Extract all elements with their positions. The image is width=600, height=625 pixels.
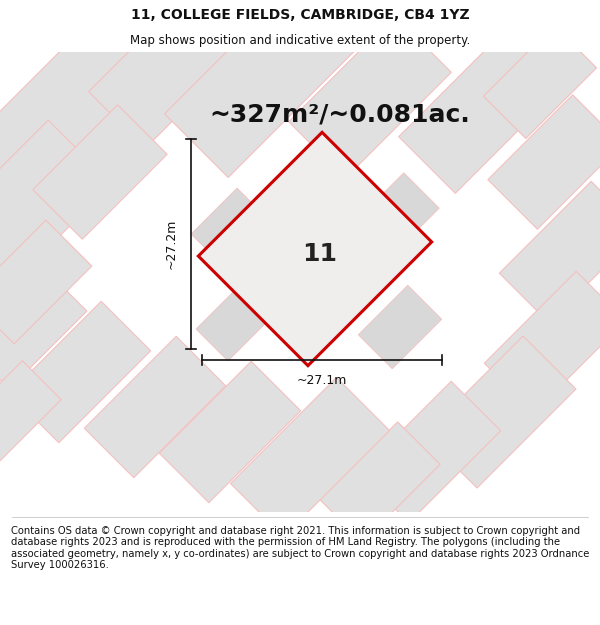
- Polygon shape: [499, 181, 600, 322]
- Text: 11: 11: [302, 242, 337, 266]
- Polygon shape: [84, 336, 226, 478]
- Text: ~327m²/~0.081ac.: ~327m²/~0.081ac.: [209, 102, 470, 126]
- Polygon shape: [0, 120, 112, 304]
- Polygon shape: [164, 0, 355, 177]
- Polygon shape: [398, 31, 562, 193]
- Polygon shape: [9, 301, 151, 442]
- Polygon shape: [230, 378, 389, 536]
- Polygon shape: [196, 283, 274, 361]
- Polygon shape: [199, 132, 431, 366]
- Text: Map shows position and indicative extent of the property.: Map shows position and indicative extent…: [130, 34, 470, 47]
- Polygon shape: [262, 224, 358, 320]
- Polygon shape: [0, 16, 166, 228]
- Polygon shape: [358, 285, 442, 369]
- Polygon shape: [89, 0, 251, 148]
- Text: 11, COLLEGE FIELDS, CAMBRIDGE, CB4 1YZ: 11, COLLEGE FIELDS, CAMBRIDGE, CB4 1YZ: [131, 8, 469, 21]
- Polygon shape: [484, 271, 600, 412]
- Text: ~27.2m: ~27.2m: [165, 219, 178, 269]
- Polygon shape: [33, 105, 167, 239]
- Polygon shape: [0, 265, 87, 389]
- Polygon shape: [359, 381, 501, 522]
- Polygon shape: [159, 361, 301, 503]
- Text: Contains OS data © Crown copyright and database right 2021. This information is : Contains OS data © Crown copyright and d…: [11, 526, 589, 571]
- Polygon shape: [320, 422, 440, 542]
- Text: ~27.1m: ~27.1m: [297, 374, 347, 387]
- Polygon shape: [289, 16, 451, 178]
- Polygon shape: [351, 173, 439, 261]
- Polygon shape: [424, 336, 576, 488]
- Polygon shape: [0, 361, 61, 463]
- Polygon shape: [191, 188, 269, 266]
- Polygon shape: [488, 95, 600, 229]
- Polygon shape: [484, 26, 596, 139]
- Polygon shape: [0, 220, 92, 344]
